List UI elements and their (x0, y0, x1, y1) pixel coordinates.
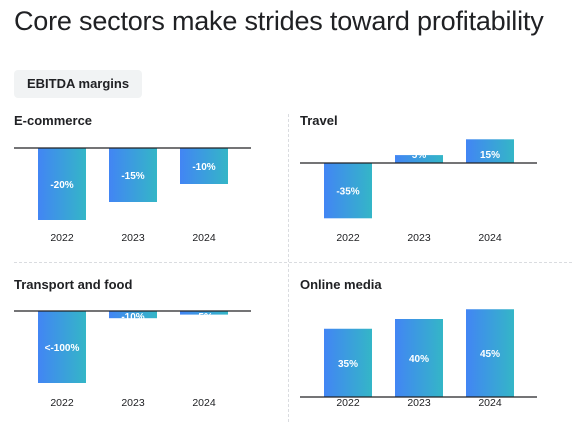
chart-panel-transport-food: Transport and food <-100% 2022 -10% 2023 -5%… (14, 277, 279, 419)
bar-value-label: 35% (338, 359, 358, 370)
chart-svg: -20% 2022 -15% 2023 -10% 2024 (14, 147, 251, 244)
x-tick-label: 2024 (478, 232, 502, 244)
chart-svg: -35% 2022 5% 2023 15% 2024 (300, 139, 537, 244)
chart-title: Transport and food (14, 277, 133, 292)
x-tick-label: 2024 (192, 232, 216, 244)
bar-value-label: -10% (192, 162, 215, 173)
bar-2023 (109, 311, 157, 319)
bar-value-label: 45% (480, 349, 500, 360)
chart-title: Travel (300, 113, 338, 128)
x-tick-label: 2022 (336, 397, 360, 409)
chart-panel-ecommerce: E-commerce -20% 2022 -15% 2023 -10% 2024 (14, 113, 279, 253)
bar-2024 (466, 309, 514, 397)
x-tick-label: 2023 (121, 397, 145, 409)
vertical-divider (288, 114, 289, 422)
bar-value-label: -20% (50, 180, 73, 191)
bar-2024 (180, 148, 228, 184)
bar-2023 (395, 155, 443, 163)
x-tick-label: 2023 (407, 397, 431, 409)
horizontal-divider (14, 262, 572, 263)
x-tick-label: 2022 (336, 232, 360, 244)
bar-value-label: 15% (480, 150, 500, 161)
x-tick-label: 2024 (478, 397, 502, 409)
x-tick-label: 2024 (192, 397, 216, 409)
x-tick-label: 2023 (407, 232, 431, 244)
bar-2022 (38, 148, 86, 220)
bar-value-label: <-100% (45, 343, 80, 354)
chart-svg: <-100% 2022 -10% 2023 -5% 2024 (14, 310, 251, 409)
chart-panel-online-media: Online media 35% 2022 40% 2023 45% 2024 (300, 277, 565, 419)
bar-value-label: -35% (336, 187, 359, 198)
chart-title: E-commerce (14, 113, 93, 128)
bar-value-label: -5% (195, 312, 213, 323)
chart-title: Online media (300, 277, 382, 292)
x-tick-label: 2022 (50, 397, 74, 409)
bar-2022 (324, 328, 372, 397)
bar-value-label: 40% (409, 354, 429, 365)
metric-chip: EBITDA margins (14, 70, 143, 98)
chart-panel-travel: Travel -35% 2022 5% 2023 15% 2024 (300, 113, 565, 253)
bar-value-label: -15% (121, 171, 144, 182)
bar-value-label: -10% (121, 312, 144, 323)
bar-2023 (395, 319, 443, 397)
x-tick-label: 2022 (50, 232, 74, 244)
page-title: Core sectors make strides toward profita… (14, 6, 544, 36)
bar-2023 (109, 148, 157, 202)
bar-2022 (38, 311, 86, 383)
x-tick-label: 2023 (121, 232, 145, 244)
chart-svg: 35% 2022 40% 2023 45% 2024 (300, 309, 537, 409)
bar-value-label: 5% (412, 150, 427, 161)
bar-2024 (180, 311, 228, 315)
bar-2022 (324, 163, 372, 219)
bar-2024 (466, 139, 514, 163)
